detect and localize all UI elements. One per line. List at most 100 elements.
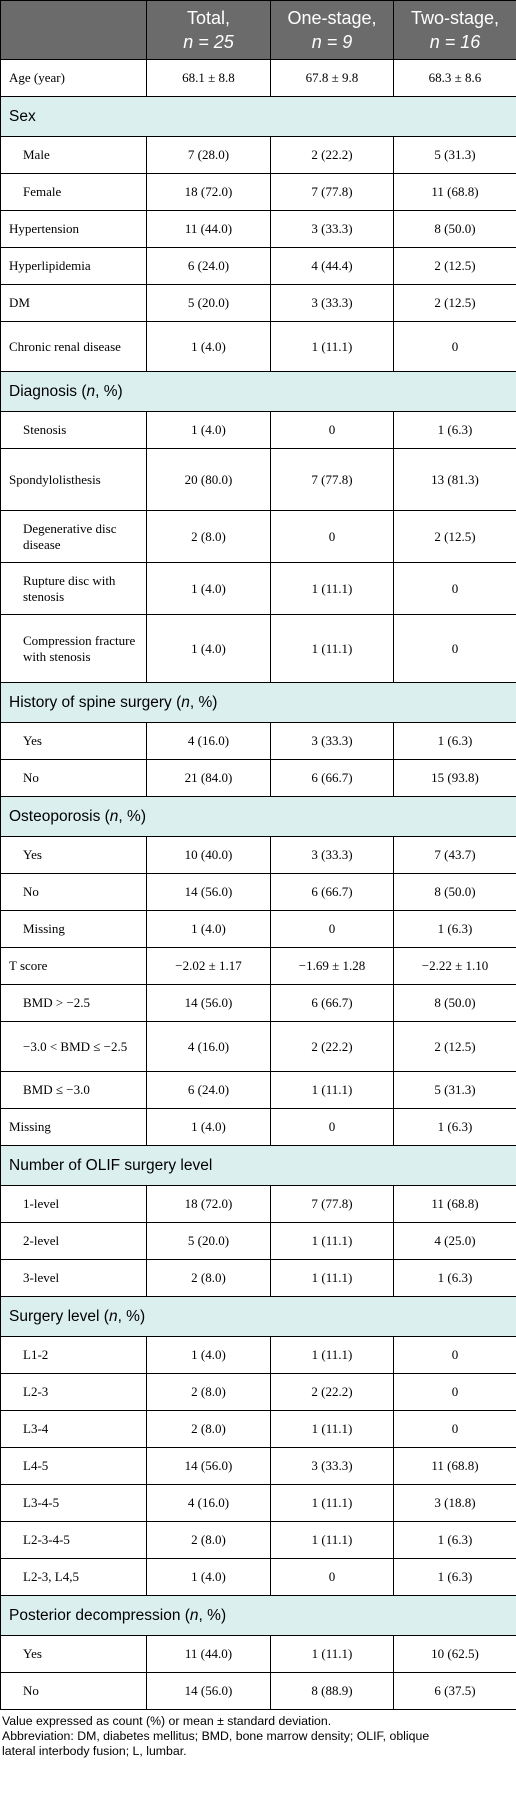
total-value: 1 (4.0) [146, 562, 271, 615]
table-row: Yes 10 (40.0) 3 (33.3) 7 (43.7) [0, 836, 516, 874]
one-stage-value: 2 (22.2) [270, 1021, 394, 1072]
table-row: Female 18 (72.0) 7 (77.8) 11 (68.8) [0, 173, 516, 211]
two-stage-value: 6 (37.5) [393, 1672, 516, 1710]
row-label: L3-4 [0, 1410, 147, 1448]
two-stage-value: 2 (12.5) [393, 247, 516, 285]
table-row: DM 5 (20.0) 3 (33.3) 2 (12.5) [0, 284, 516, 322]
one-stage-value: 7 (77.8) [270, 1185, 394, 1223]
table-row: Missing 1 (4.0) 0 1 (6.3) [0, 910, 516, 948]
one-stage-value: 7 (77.8) [270, 448, 394, 511]
one-stage-value: 6 (66.7) [270, 759, 394, 797]
section-title-part: , %) [189, 693, 218, 711]
row-label: 1-level [0, 1185, 147, 1223]
table-row: 1-level 18 (72.0) 7 (77.8) 11 (68.8) [0, 1185, 516, 1223]
table-row: No 14 (56.0) 8 (88.9) 6 (37.5) [0, 1672, 516, 1710]
total-value: 4 (16.0) [146, 722, 271, 760]
two-stage-value: 0 [393, 562, 516, 615]
two-stage-value: 0 [393, 1336, 516, 1374]
total-value: 1 (4.0) [146, 411, 271, 449]
one-stage-value: 0 [270, 910, 394, 948]
table-row: BMD ≤ −3.0 6 (24.0) 1 (11.1) 5 (31.3) [0, 1071, 516, 1109]
total-value: 21 (84.0) [146, 759, 271, 797]
one-stage-value: 1 (11.1) [270, 1484, 394, 1522]
table-row: Rupture disc with stenosis 1 (4.0) 1 (11.1… [0, 562, 516, 615]
total-value: 5 (20.0) [146, 1222, 271, 1260]
table-row: Degenerative disc disease 2 (8.0) 0 2 (12.5… [0, 510, 516, 563]
row-label: L1-2 [0, 1336, 147, 1374]
one-stage-value: 0 [270, 1558, 394, 1596]
one-stage-value: 1 (11.1) [270, 1259, 394, 1297]
two-stage-value: −2.22 ± 1.10 [393, 947, 516, 985]
table-row: L2-3 2 (8.0) 2 (22.2) 0 [0, 1373, 516, 1411]
total-value: 1 (4.0) [146, 321, 271, 372]
one-stage-value: 3 (33.3) [270, 210, 394, 248]
two-stage-value: 68.3 ± 8.6 [393, 59, 516, 97]
table-row: Hyperlipidemia 6 (24.0) 4 (44.4) 2 (12.5) [0, 247, 516, 285]
row-label: L2-3, L4,5 [0, 1558, 147, 1596]
row-label: Compression fracture with stenosis [0, 614, 147, 683]
two-stage-value: 11 (68.8) [393, 1447, 516, 1485]
two-stage-value: 8 (50.0) [393, 984, 516, 1022]
row-label: No [0, 1672, 147, 1710]
total-value: 2 (8.0) [146, 1410, 271, 1448]
table-row: L2-3, L4,5 1 (4.0) 0 1 (6.3) [0, 1558, 516, 1596]
table-row: L4-5 14 (56.0) 3 (33.3) 11 (68.8) [0, 1447, 516, 1485]
one-stage-value: 1 (11.1) [270, 1410, 394, 1448]
table-row: 3-level 2 (8.0) 1 (11.1) 1 (6.3) [0, 1259, 516, 1297]
row-label: Age (year) [0, 59, 147, 97]
section-title-part: n [189, 1606, 199, 1624]
header-one-stage-n: n = 9 [311, 32, 353, 52]
two-stage-value: 1 (6.3) [393, 411, 516, 449]
two-stage-value: 3 (18.8) [393, 1484, 516, 1522]
two-stage-value: 1 (6.3) [393, 1521, 516, 1559]
table-row: −3.0 < BMD ≤ −2.5 4 (16.0) 2 (22.2) 2 (12.5… [0, 1021, 516, 1072]
header-two-stage-n: n = 16 [429, 32, 481, 52]
section-title: Posterior decompression (n, %) [0, 1595, 516, 1636]
row-label: Yes [0, 836, 147, 874]
row-label: No [0, 759, 147, 797]
section-title: Sex [0, 96, 516, 137]
table-row: BMD > −2.5 14 (56.0) 6 (66.7) 8 (50.0) [0, 984, 516, 1022]
one-stage-value: 1 (11.1) [270, 562, 394, 615]
one-stage-value: 1 (11.1) [270, 1336, 394, 1374]
table-container: Total, n = 25 One-stage, n = 9 Two-stage, n… [0, 0, 516, 1758]
row-label: Missing [0, 910, 147, 948]
two-stage-value: 1 (6.3) [393, 722, 516, 760]
one-stage-value: 0 [270, 411, 394, 449]
total-value: 7 (28.0) [146, 136, 271, 174]
row-label: Stenosis [0, 411, 147, 449]
row-label: T score [0, 947, 147, 985]
section-title: Diagnosis (n, %) [0, 371, 516, 412]
total-value: 4 (16.0) [146, 1484, 271, 1522]
total-value: 6 (24.0) [146, 247, 271, 285]
total-value: 10 (40.0) [146, 836, 271, 874]
section-title-part: , %) [117, 1307, 146, 1325]
two-stage-value: 2 (12.5) [393, 1021, 516, 1072]
two-stage-value: 2 (12.5) [393, 510, 516, 563]
row-label: DM [0, 284, 147, 322]
two-stage-value: 8 (50.0) [393, 873, 516, 911]
two-stage-value: 15 (93.8) [393, 759, 516, 797]
total-value: 1 (4.0) [146, 1558, 271, 1596]
two-stage-value: 1 (6.3) [393, 910, 516, 948]
two-stage-value: 10 (62.5) [393, 1635, 516, 1673]
total-value: 2 (8.0) [146, 1259, 271, 1297]
table-row: Spondylolisthesis 20 (80.0) 7 (77.8) 13 (81… [0, 448, 516, 511]
two-stage-value: 0 [393, 1410, 516, 1448]
total-value: 18 (72.0) [146, 1185, 271, 1223]
table-row: L3-4 2 (8.0) 1 (11.1) 0 [0, 1410, 516, 1448]
row-label: 2-level [0, 1222, 147, 1260]
row-label: L3-4-5 [0, 1484, 147, 1522]
table-row: Age (year) 68.1 ± 8.8 67.8 ± 9.8 68.3 ± 8.6 [0, 59, 516, 97]
one-stage-value: 8 (88.9) [270, 1672, 394, 1710]
table-header-row: Total, n = 25 One-stage, n = 9 Two-stage, n… [0, 0, 516, 60]
total-value: 5 (20.0) [146, 284, 271, 322]
total-value: 11 (44.0) [146, 1635, 271, 1673]
header-two-stage: Two-stage, n = 16 [393, 0, 516, 60]
row-label: No [0, 873, 147, 911]
two-stage-value: 7 (43.7) [393, 836, 516, 874]
one-stage-value: 1 (11.1) [270, 1635, 394, 1673]
row-label: Yes [0, 722, 147, 760]
table-row: L1-2 1 (4.0) 1 (11.1) 0 [0, 1336, 516, 1374]
two-stage-value: 1 (6.3) [393, 1558, 516, 1596]
